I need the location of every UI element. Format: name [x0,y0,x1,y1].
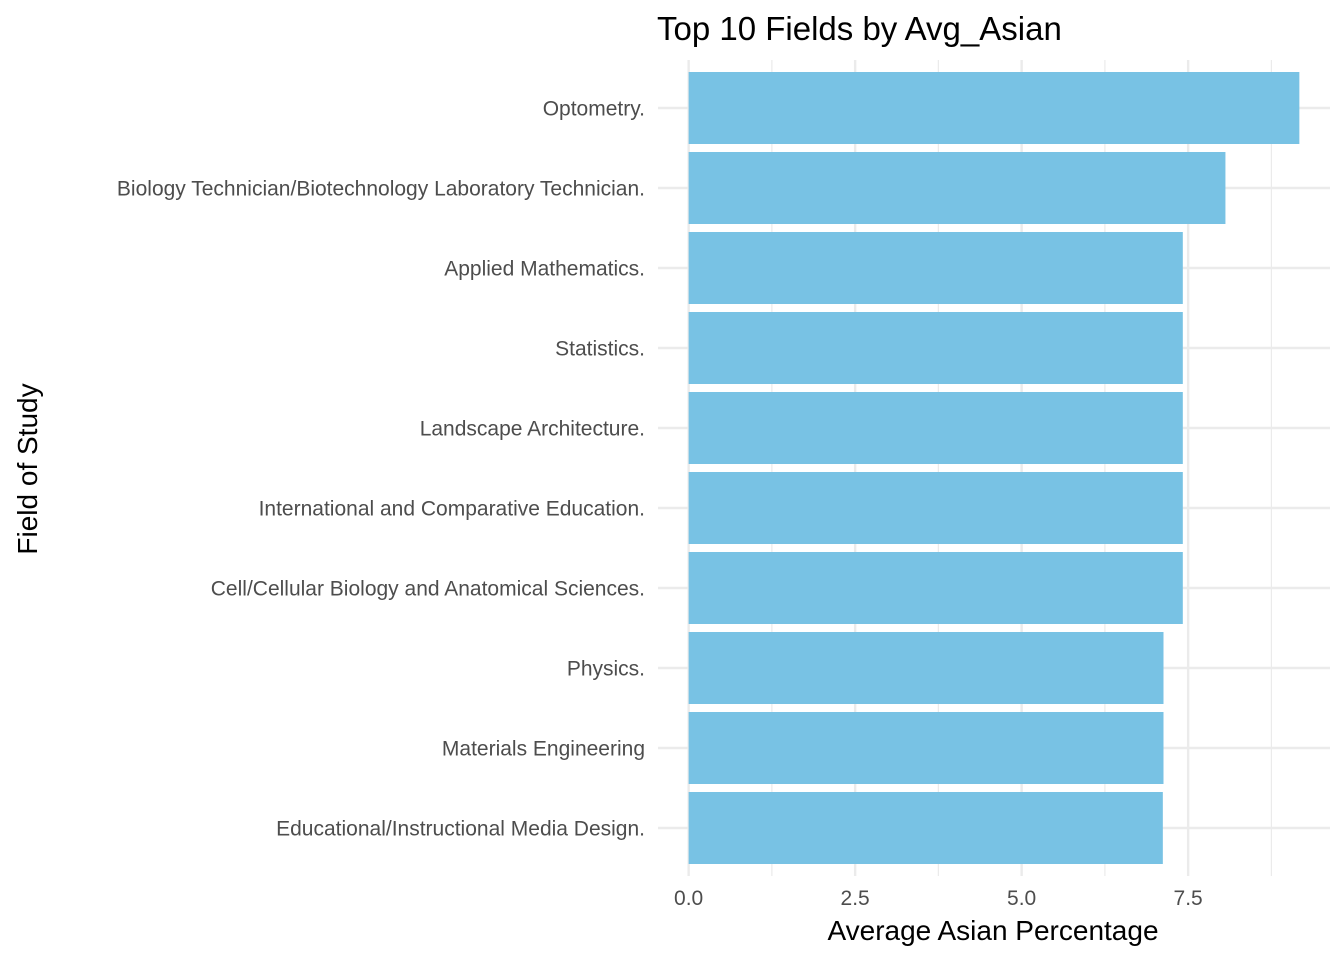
x-tick-label: 5.0 [1007,887,1036,910]
bar [688,152,1226,224]
y-axis-title: Field of Study [12,383,43,554]
x-axis-tick-labels: 0.0 2.5 5.0 7.5 [674,887,1203,910]
bar [688,472,1183,544]
x-axis-title: Average Asian Percentage [827,915,1158,946]
x-tick-label: 2.5 [841,887,870,910]
bar [688,312,1183,384]
chart-title: Top 10 Fields by Avg_Asian [657,10,1062,47]
x-tick-label: 7.5 [1174,887,1203,910]
bar [688,792,1163,864]
bar [688,712,1164,784]
y-tick-label: Materials Engineering [442,738,645,761]
y-tick-label: International and Comparative Education. [259,498,645,521]
y-tick-label: Applied Mathematics. [444,258,645,281]
y-tick-label: Physics. [567,658,645,681]
bar [688,232,1183,304]
x-tick-label: 0.0 [674,887,703,910]
bar [688,392,1183,464]
bar [688,632,1164,704]
bar [688,552,1183,624]
y-axis-tick-labels: Optometry. Biology Technician/Biotechnolo… [117,98,645,841]
bar-series [688,72,1300,864]
y-tick-label: Optometry. [543,98,645,121]
y-tick-label: Biology Technician/Biotechnology Laborat… [117,178,645,201]
y-tick-label: Educational/Instructional Media Design. [276,818,645,841]
y-tick-label: Cell/Cellular Biology and Anatomical Sci… [211,578,645,601]
y-tick-label: Statistics. [555,338,645,361]
bar [688,72,1300,144]
y-tick-label: Landscape Architecture. [420,418,645,441]
